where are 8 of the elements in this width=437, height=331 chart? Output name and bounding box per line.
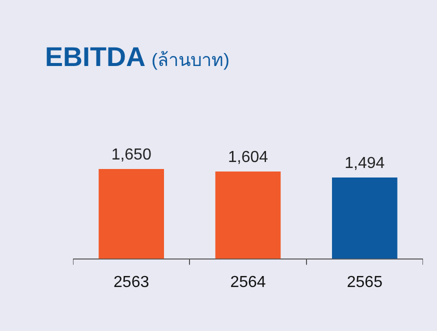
chart-subtitle: (ล้านบาท) bbox=[152, 50, 230, 70]
chart-title: EBITDA bbox=[45, 42, 146, 72]
data-label: 1,494 bbox=[344, 154, 385, 172]
data-label: 1,604 bbox=[228, 148, 268, 166]
x-tick-label: 2564 bbox=[230, 274, 266, 291]
data-label: 1,650 bbox=[111, 146, 152, 164]
x-tick-label: 2563 bbox=[114, 274, 150, 291]
x-tick-label: 2565 bbox=[346, 274, 383, 291]
